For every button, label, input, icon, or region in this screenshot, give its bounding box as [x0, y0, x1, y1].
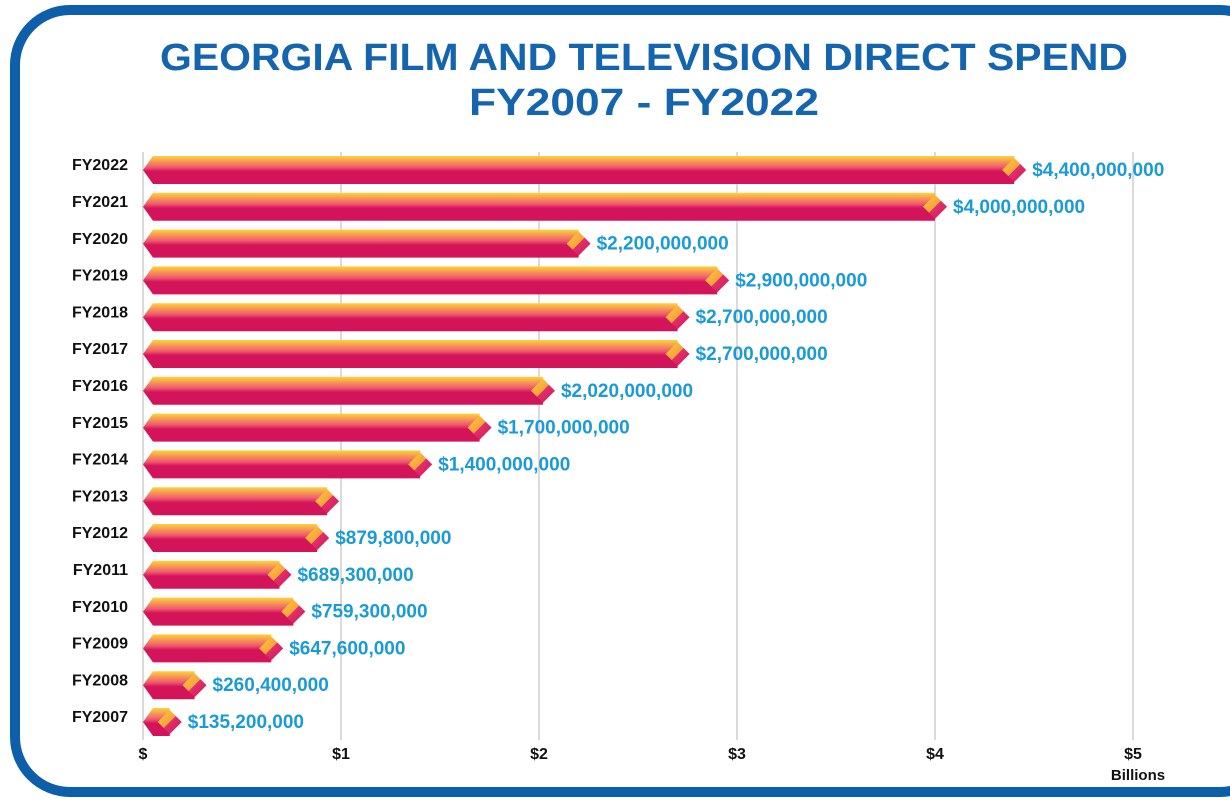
bar-end-diamond: [281, 599, 306, 624]
x-tick-label: $5: [1124, 746, 1142, 763]
bar-end-diamond: [665, 305, 690, 330]
value-label: $879,800,000: [335, 528, 451, 549]
bar: [143, 671, 195, 700]
bar-end-diamond: [566, 231, 591, 256]
y-tick-label: FY2020: [72, 231, 128, 248]
bar: [143, 708, 170, 736]
bar-end-diamond: [705, 268, 730, 293]
bar-end-diamond: [1002, 158, 1027, 182]
bar: [143, 560, 280, 589]
bar-end-diamond: [315, 489, 340, 514]
bar: [143, 229, 579, 258]
bar-end-diamond: [923, 194, 947, 219]
y-tick-label: FY2009: [72, 636, 128, 653]
bar: [143, 266, 718, 295]
bar: [143, 634, 272, 663]
y-tick-label: FY2015: [72, 415, 128, 432]
value-label: $647,600,000: [289, 638, 405, 659]
y-tick-label: FY2016: [72, 378, 128, 395]
value-label: $4,000,000,000: [953, 197, 1085, 218]
bar: [143, 487, 328, 516]
value-label: $2,700,000,000: [696, 307, 828, 328]
value-label: $689,300,000: [297, 565, 413, 586]
y-tick-label: FY2019: [72, 268, 128, 285]
value-label: $2,020,000,000: [561, 381, 693, 402]
x-tick-label: $3: [728, 746, 746, 763]
bar-end-diamond: [665, 342, 690, 366]
value-label: $2,900,000,000: [735, 270, 867, 291]
bar: [143, 156, 1015, 184]
y-tick-label: FY2022: [72, 157, 128, 174]
y-tick-label: FY2012: [72, 525, 128, 542]
bar-end-diamond: [267, 562, 292, 587]
bar: [143, 450, 421, 479]
chart-subtitle: FY2007 - FY2022: [469, 82, 819, 124]
bar: [143, 192, 935, 221]
bar-end-diamond: [467, 415, 492, 440]
y-tick-label: FY2010: [72, 599, 128, 616]
x-tick-label: $2: [530, 746, 548, 763]
bar-end-diamond: [530, 378, 555, 403]
chart-title: GEORGIA FILM AND TELEVISION DIRECT SPEND: [160, 37, 1128, 79]
bar-end-diamond: [259, 636, 284, 661]
y-tick-label: FY2018: [72, 304, 128, 321]
x-tick-label: $: [139, 746, 148, 763]
bar: [143, 303, 678, 332]
x-axis-label: Billions: [1111, 767, 1165, 784]
bar-end-diamond: [408, 452, 433, 477]
value-label: $1,700,000,000: [498, 418, 630, 439]
y-tick-label: FY2017: [72, 341, 128, 358]
value-label: $2,200,000,000: [597, 234, 729, 255]
bar: [143, 376, 543, 405]
bar: [143, 524, 318, 552]
value-label: $1,400,000,000: [438, 454, 570, 475]
y-tick-label: FY2014: [72, 452, 128, 469]
bar-end-diamond: [182, 673, 207, 698]
y-tick-label: FY2011: [73, 562, 128, 579]
bar: [143, 340, 678, 368]
y-tick-label: FY2007: [72, 709, 128, 726]
bar: [143, 597, 294, 626]
value-label: $4,400,000,000: [1032, 160, 1164, 181]
y-tick-label: FY2021: [72, 194, 128, 211]
value-label: $759,300,000: [311, 602, 427, 623]
bar-end-diamond: [305, 526, 330, 550]
value-label: $135,200,000: [188, 712, 304, 733]
y-tick-label: FY2008: [72, 672, 128, 689]
bar: [143, 413, 480, 442]
bar-end-diamond: [157, 710, 182, 734]
x-tick-label: $1: [332, 746, 350, 763]
y-tick-label: FY2013: [72, 488, 128, 505]
value-label: $2,700,000,000: [696, 344, 828, 365]
value-label: $260,400,000: [213, 675, 329, 696]
x-tick-label: $4: [926, 746, 944, 763]
